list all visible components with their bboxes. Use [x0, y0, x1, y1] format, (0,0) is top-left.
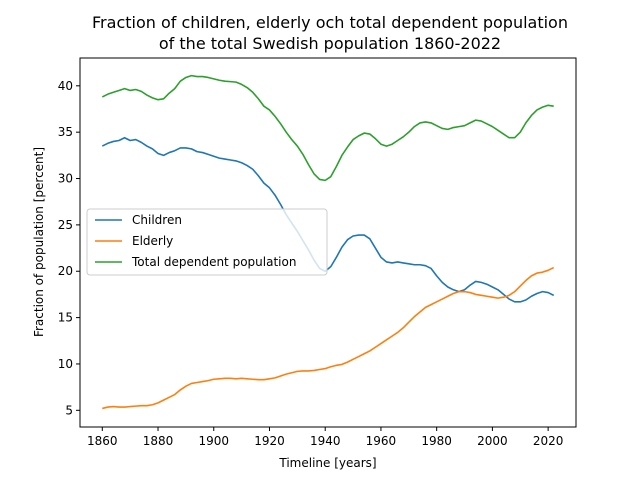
series-line-children [101, 136, 555, 303]
x-tick-label: 1940 [310, 434, 341, 448]
legend-entries: Children Elderly Total dependent populatio… [95, 213, 296, 269]
x-tick-label: 2000 [477, 434, 508, 448]
chart-subtitle: of the total Swedish population 1860-202… [159, 34, 501, 53]
series-line-elderly [102, 266, 555, 410]
y-tick-label: 20 [58, 264, 73, 278]
series-layer [101, 74, 555, 410]
chart-title: Fraction of children, elderly och total … [92, 13, 568, 32]
legend-label: Elderly [132, 234, 173, 248]
x-axis: 1860 1880 1900 1920 1940 1960 1980 2000 2020 [87, 427, 563, 448]
x-tick-label: 1960 [366, 434, 397, 448]
y-axis-label: Fraction of population [percent] [32, 147, 46, 337]
x-tick-label: 2020 [533, 434, 564, 448]
y-tick-label: 40 [58, 79, 73, 93]
y-tick-label: 25 [58, 218, 73, 232]
y-tick-label: 5 [65, 403, 73, 417]
x-tick-label: 1880 [143, 434, 174, 448]
x-tick-label: 1860 [87, 434, 118, 448]
x-tick-label: 1920 [254, 434, 285, 448]
x-axis-label: Timeline [years] [278, 456, 376, 470]
series-line-total-dependent-population [101, 74, 554, 182]
legend-label: Children [132, 213, 182, 227]
legend-label: Total dependent population [131, 255, 296, 269]
x-tick-label: 1900 [198, 434, 229, 448]
y-tick-label: 35 [58, 125, 73, 139]
legend-box [86, 208, 328, 276]
y-tick-label: 10 [58, 357, 73, 371]
y-axis: 5 10 15 20 25 30 35 40 [58, 79, 80, 417]
y-tick-label: 30 [58, 172, 73, 186]
y-tick-label: 15 [58, 311, 73, 325]
plot-area [79, 57, 577, 428]
axes-frame [79, 57, 577, 428]
x-tick-label: 1980 [421, 434, 452, 448]
legend: Children Elderly Total dependent populatio… [86, 208, 328, 276]
